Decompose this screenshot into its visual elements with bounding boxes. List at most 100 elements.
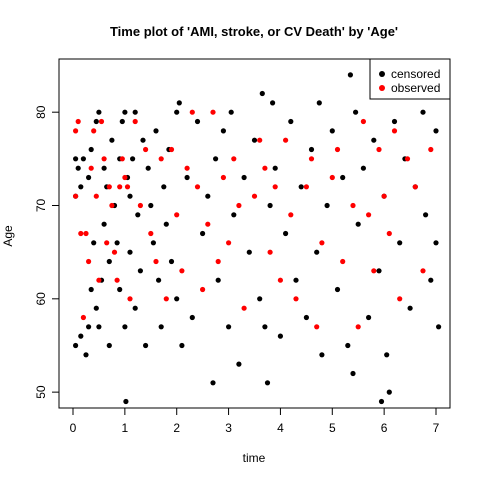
data-point-censored	[101, 221, 107, 227]
data-point-observed	[360, 118, 366, 125]
data-point-observed	[80, 314, 86, 321]
data-point-observed	[114, 277, 120, 283]
data-point-observed	[189, 109, 195, 115]
data-point-censored	[246, 249, 252, 255]
data-point-observed	[119, 156, 125, 162]
data-point-observed	[179, 268, 185, 274]
y-tick-label: 70	[34, 199, 48, 213]
data-point-censored	[314, 249, 320, 255]
data-point-censored	[93, 305, 99, 311]
data-point-censored	[163, 221, 169, 227]
data-point-censored	[143, 342, 149, 349]
x-axis-label: time	[243, 451, 266, 465]
x-tick-label: 2	[173, 421, 180, 435]
x-tick-label: 3	[225, 421, 232, 435]
data-point-censored	[174, 296, 180, 302]
data-point-censored	[319, 352, 325, 358]
data-point-censored	[145, 165, 151, 171]
data-point-observed	[420, 268, 426, 274]
data-point-observed	[391, 128, 398, 134]
y-tick-label: 50	[34, 385, 48, 399]
data-point-observed	[124, 184, 131, 190]
data-point-censored	[93, 118, 99, 125]
data-point-observed	[251, 193, 258, 199]
data-point-censored	[189, 314, 195, 321]
data-point-observed	[174, 212, 180, 218]
data-point-observed	[132, 118, 138, 125]
data-point-censored	[215, 277, 221, 283]
data-point-observed	[104, 240, 110, 246]
data-point-censored	[158, 324, 164, 330]
data-point-censored	[130, 156, 136, 162]
data-point-censored	[407, 305, 413, 311]
data-point-observed	[200, 286, 206, 293]
data-point-observed	[262, 165, 268, 171]
data-point-observed	[314, 324, 320, 330]
data-point-observed	[226, 240, 232, 246]
data-points	[73, 72, 442, 405]
data-point-observed	[88, 165, 94, 171]
data-point-observed	[143, 146, 149, 153]
data-point-observed	[350, 202, 356, 209]
data-point-observed	[93, 193, 99, 199]
legend-marker-observed	[379, 85, 385, 91]
data-point-observed	[386, 230, 392, 237]
series-observed	[73, 81, 434, 330]
data-point-censored	[156, 277, 162, 283]
x-tick-label: 1	[122, 421, 129, 435]
legend-label-censored: censored	[391, 67, 440, 81]
data-point-censored	[80, 156, 86, 162]
data-point-censored	[433, 240, 439, 246]
data-point-censored	[360, 165, 366, 171]
data-point-censored	[288, 118, 294, 125]
data-point-censored	[86, 174, 92, 181]
data-point-observed	[220, 174, 226, 181]
data-point-censored	[213, 156, 219, 162]
data-point-observed	[96, 277, 102, 283]
data-point-censored	[122, 109, 128, 115]
chart-title: Time plot of 'AMI, stroke, or CV Death' …	[110, 24, 398, 39]
data-point-censored	[179, 342, 185, 349]
x-tick-label: 7	[433, 421, 440, 435]
data-point-censored	[174, 109, 180, 115]
data-point-observed	[215, 258, 221, 265]
data-point-censored	[88, 286, 94, 293]
data-point-observed	[381, 193, 387, 199]
data-point-observed	[329, 174, 335, 181]
data-point-observed	[277, 277, 283, 283]
data-point-censored	[436, 324, 442, 330]
data-point-censored	[378, 398, 385, 405]
data-point-censored	[132, 305, 138, 311]
data-point-censored	[114, 240, 120, 246]
data-point-censored	[353, 109, 359, 115]
data-point-censored	[75, 165, 81, 171]
data-point-observed	[257, 137, 263, 143]
data-point-censored	[420, 109, 426, 115]
data-point-censored	[226, 324, 232, 330]
data-point-censored	[210, 380, 216, 386]
data-point-observed	[283, 137, 289, 143]
data-point-censored	[308, 146, 315, 153]
data-point-observed	[404, 156, 411, 162]
data-point-censored	[168, 258, 175, 265]
data-point-censored	[123, 398, 129, 405]
y-tick-label: 80	[34, 105, 48, 119]
data-point-censored	[78, 184, 84, 190]
data-point-observed	[397, 296, 403, 302]
data-point-censored	[397, 240, 403, 246]
data-point-censored	[73, 156, 79, 162]
data-point-censored	[220, 128, 226, 134]
data-point-censored	[241, 174, 247, 181]
data-point-censored	[161, 184, 167, 190]
data-point-censored	[277, 333, 283, 339]
data-point-censored	[127, 249, 133, 255]
data-point-censored	[176, 100, 182, 106]
data-point-censored	[391, 118, 398, 125]
data-point-censored	[329, 128, 335, 134]
data-point-censored	[88, 146, 94, 153]
data-point-observed	[73, 128, 79, 134]
data-point-censored	[205, 193, 211, 199]
data-point-observed	[168, 146, 175, 153]
x-tick-label: 6	[381, 421, 388, 435]
